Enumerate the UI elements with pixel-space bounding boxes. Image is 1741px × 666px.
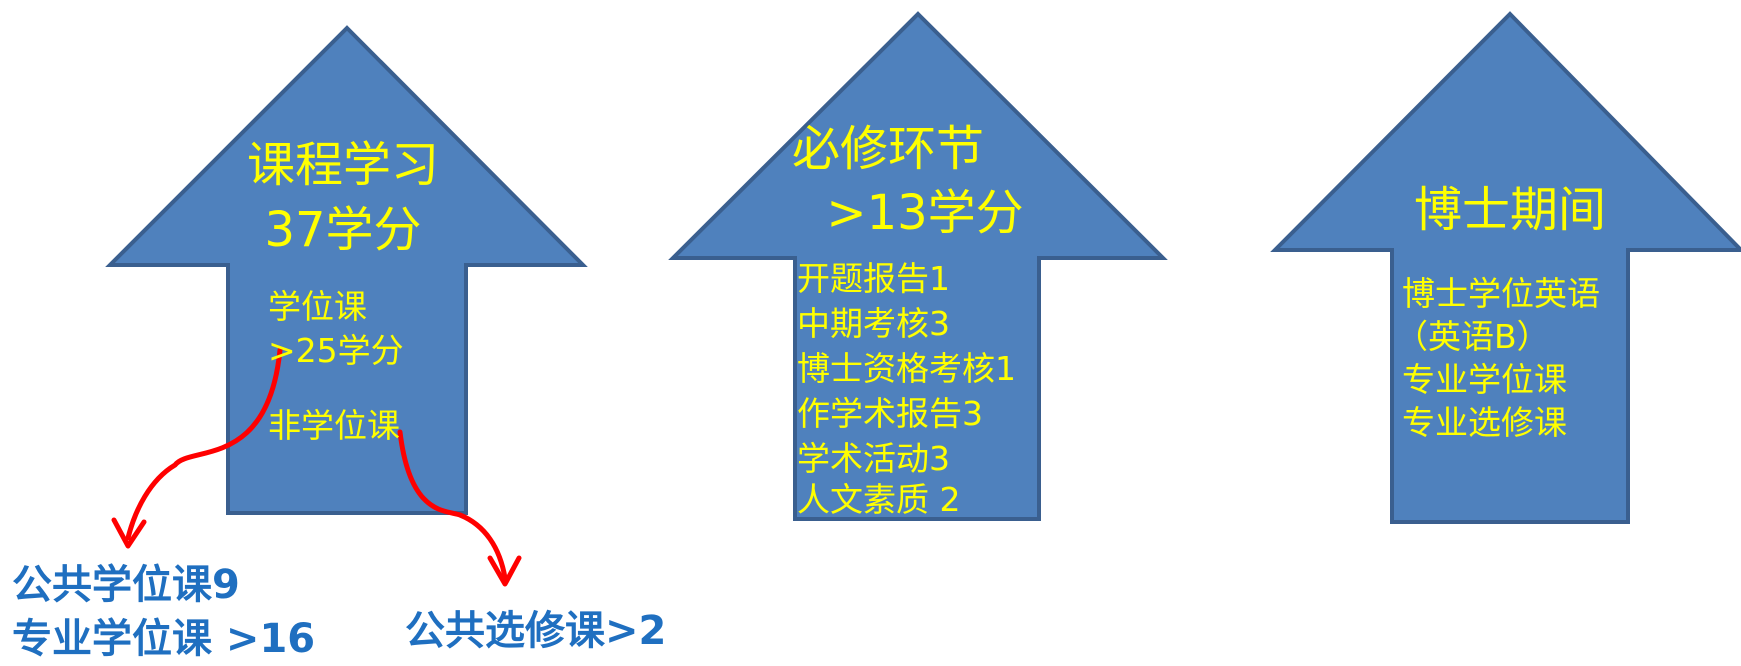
public-degree-course-output: 公共学位课9 (12, 562, 240, 608)
non-degree-course-arrowhead (487, 555, 522, 587)
required-sessions-arrow (668, 11, 1168, 521)
required-item: 博士资格考核1 (797, 349, 1016, 388)
degree-course-label: 学位课 (268, 287, 367, 326)
non-degree-course-label: 非学位课 (268, 406, 400, 445)
course-study-title: 课程学习 (247, 137, 439, 193)
major-degree-course-output: 专业学位课 >16 (12, 616, 315, 662)
phd-period-item: （英语B） (1395, 317, 1550, 356)
non-degree-course-connector (397, 429, 508, 581)
degree-course-credits: >25学分 (268, 331, 404, 370)
required-item: 作学术报告3 (797, 394, 983, 433)
course-study-arrow (105, 25, 588, 515)
required-sessions-title: 必修环节 (792, 121, 984, 177)
public-elective-course-output: 公共选修课>2 (405, 608, 666, 654)
required-item: 中期考核3 (797, 304, 950, 343)
phd-period-item: 专业学位课 (1402, 360, 1567, 399)
phd-period-item: 专业选修课 (1402, 403, 1567, 442)
course-study-credits: 37学分 (264, 202, 421, 258)
phd-period-title: 博士期间 (1414, 182, 1606, 238)
degree-course-arrowhead (111, 517, 147, 549)
required-item: 人文素质 2 (797, 480, 961, 519)
required-item: 学术活动3 (797, 439, 950, 478)
degree-course-connector (125, 347, 283, 541)
required-item: 开题报告1 (797, 259, 950, 298)
phd-period-arrow (1270, 11, 1741, 524)
phd-period-item: 博士学位英语 (1402, 274, 1600, 313)
required-sessions-credits: >13学分 (826, 185, 1023, 241)
